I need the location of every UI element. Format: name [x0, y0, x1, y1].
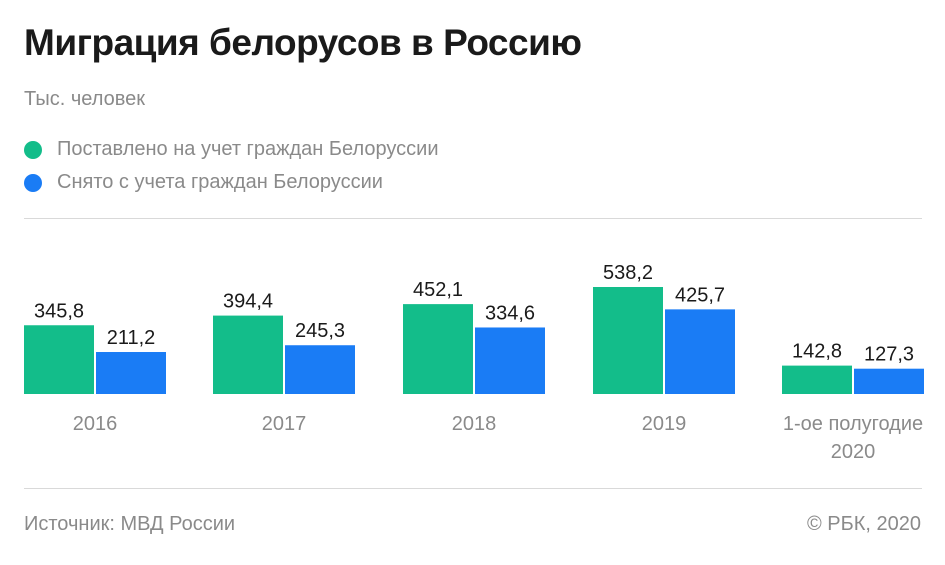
chart-subtitle: Тыс. человек — [24, 88, 145, 110]
category-label-0: 2016 — [73, 413, 118, 435]
bar-deregistered-3 — [665, 309, 735, 394]
category-label-2: 2018 — [452, 413, 497, 435]
bar-registered-1 — [213, 315, 283, 394]
value-label-registered-4: 142,8 — [792, 341, 842, 363]
category-label-4-line-0: 1-ое полугодие — [783, 413, 923, 435]
bar-registered-0 — [24, 325, 94, 394]
value-label-registered-3: 538,2 — [603, 262, 653, 284]
bar-deregistered-0 — [96, 352, 166, 394]
legend-item-deregistered: Снято с учета граждан Белоруссии — [24, 166, 439, 199]
bar-registered-2 — [403, 304, 473, 394]
value-label-registered-1: 394,4 — [223, 291, 273, 313]
bar-registered-4 — [782, 365, 852, 394]
bar-chart: 345,8 211,2 2016 394,4 245,3 2017 452,1 334,6 20… — [24, 262, 924, 463]
value-label-registered-2: 452,1 — [413, 279, 463, 301]
value-label-registered-0: 345,8 — [34, 300, 84, 322]
legend-dot-deregistered — [24, 173, 42, 192]
category-label-1: 2017 — [262, 413, 307, 435]
legend: Поставлено на учет граждан Белоруссии Сн… — [24, 133, 439, 199]
value-label-deregistered-0: 211,2 — [107, 327, 156, 349]
value-label-deregistered-1: 245,3 — [295, 320, 345, 342]
source-note: Источник: МВД России — [24, 513, 236, 535]
legend-dot-registered — [24, 140, 42, 159]
chart-title: Миграция белорусов в Россию — [24, 22, 582, 63]
legend-label-deregistered: Снято с учета граждан Белоруссии — [57, 171, 383, 193]
bar-deregistered-2 — [475, 327, 545, 394]
bar-registered-3 — [593, 287, 663, 394]
category-label-4-line-1: 2020 — [831, 441, 876, 463]
legend-label-registered: Поставлено на учет граждан Белоруссии — [57, 138, 439, 160]
divider-bottom — [24, 488, 922, 489]
category-label-3: 2019 — [642, 413, 687, 435]
value-label-deregistered-3: 425,7 — [675, 284, 725, 306]
value-label-deregistered-4: 127,3 — [864, 344, 914, 366]
legend-item-registered: Поставлено на учет граждан Белоруссии — [24, 133, 439, 166]
divider-top — [24, 218, 922, 219]
bar-deregistered-1 — [285, 345, 355, 394]
bar-deregistered-4 — [854, 368, 924, 394]
value-label-deregistered-2: 334,6 — [485, 302, 535, 324]
copyright-note: © РБК, 2020 — [806, 513, 921, 535]
